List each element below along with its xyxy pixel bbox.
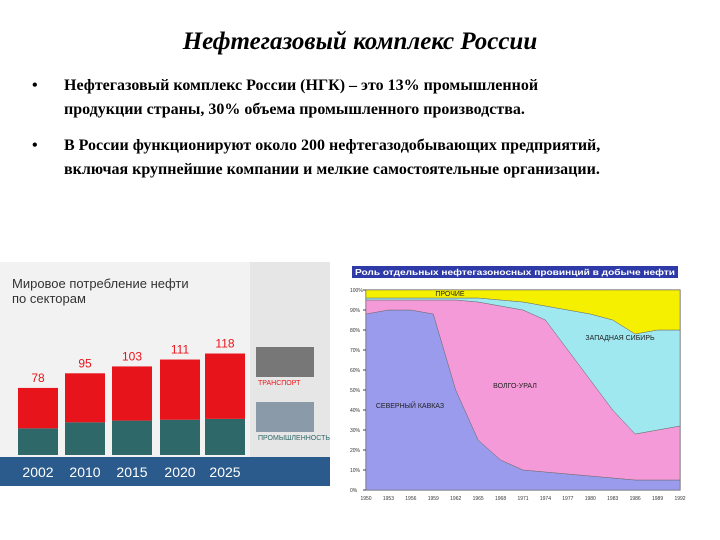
bar-segment xyxy=(112,366,152,421)
bar-segment xyxy=(65,422,105,455)
total-label: 103 xyxy=(122,349,142,363)
x-tick-label: 1971 xyxy=(517,496,528,502)
bar-segment xyxy=(112,420,152,455)
x-tick-label: 1968 xyxy=(495,496,506,502)
year-band xyxy=(0,457,330,486)
bar-segment xyxy=(65,373,105,423)
y-tick-label: 50% xyxy=(350,388,361,394)
legend-label: ПРОМЫШЛЕННОСТЬ xyxy=(258,435,330,442)
area-label: ВОЛГО-УРАЛ xyxy=(493,383,537,390)
x-tick-label: 1950 xyxy=(360,496,371,502)
area-label: ПРОЧИЕ xyxy=(435,291,465,298)
bullet-line: Нефтегазовый комплекс России (НГК) – это… xyxy=(64,77,539,94)
x-tick-label: 2025 xyxy=(209,464,240,480)
bar-segment xyxy=(160,359,200,420)
bullet-line: продукции страны, 30% объема промышленно… xyxy=(64,101,525,118)
total-label: 95 xyxy=(78,356,92,370)
slide-title: Нефтегазовый комплекс России xyxy=(182,28,538,55)
transport-photo xyxy=(256,347,314,377)
total-label: 78 xyxy=(31,371,45,385)
y-tick-label: 20% xyxy=(350,448,361,454)
bar-segment xyxy=(205,418,245,455)
y-tick-label: 80% xyxy=(350,328,361,334)
area-label: СЕВЕРНЫЙ КАВКАЗ xyxy=(376,401,444,410)
x-tick-label: 1989 xyxy=(652,496,663,502)
bar-segment xyxy=(18,387,58,429)
bar-segment xyxy=(205,353,245,419)
x-tick-label: 1974 xyxy=(540,496,551,502)
total-label: 118 xyxy=(215,337,234,351)
x-tick-label: 1980 xyxy=(585,496,596,502)
total-label: 111 xyxy=(171,343,190,357)
x-tick-label: 2020 xyxy=(164,464,195,480)
y-tick-label: 0% xyxy=(350,488,358,494)
y-tick-label: 70% xyxy=(350,348,361,354)
area-label: ЗАПАДНАЯ СИБИРЬ xyxy=(585,335,655,342)
title-band xyxy=(352,266,678,278)
x-tick-label: 1977 xyxy=(562,496,573,502)
y-tick-label: 30% xyxy=(350,428,361,434)
legend-label: ТРАНСПОРТ xyxy=(258,380,301,387)
y-tick-label: 60% xyxy=(350,368,361,374)
x-tick-label: 1962 xyxy=(450,496,461,502)
industry-photo xyxy=(256,402,314,432)
bullet: • В России функционируют около 200 нефте… xyxy=(32,134,600,182)
x-tick-label: 1953 xyxy=(383,496,394,502)
x-tick-label: 1992 xyxy=(674,496,685,502)
x-tick-label: 1983 xyxy=(607,496,618,502)
y-tick-label: 10% xyxy=(350,468,361,474)
bullet-line: включая крупнейшие компании и мелкие сам… xyxy=(64,161,600,178)
area xyxy=(365,289,681,335)
x-tick-label: 2010 xyxy=(69,464,100,480)
y-tick-label: 100% xyxy=(350,288,363,294)
x-tick-label: 1965 xyxy=(473,496,484,502)
bullet: • Нефтегазовый комплекс России (НГК) – э… xyxy=(32,74,538,122)
bar-segment xyxy=(160,419,200,455)
x-tick-label: 2002 xyxy=(22,464,53,480)
y-tick-label: 90% xyxy=(350,308,361,314)
x-tick-label: 1959 xyxy=(428,496,439,502)
chart-title: Мировое потребление нефти по секторам xyxy=(12,276,189,306)
x-tick-label: 1986 xyxy=(630,496,641,502)
x-tick-label: 1956 xyxy=(405,496,416,502)
bar-segment xyxy=(18,428,58,455)
chart-title: Роль отдельных нефтегазоносных провинций… xyxy=(355,268,675,277)
y-tick-label: 40% xyxy=(350,408,361,414)
x-tick-label: 2015 xyxy=(116,464,147,480)
bullet-line: В России функционируют около 200 нефтега… xyxy=(64,137,601,154)
